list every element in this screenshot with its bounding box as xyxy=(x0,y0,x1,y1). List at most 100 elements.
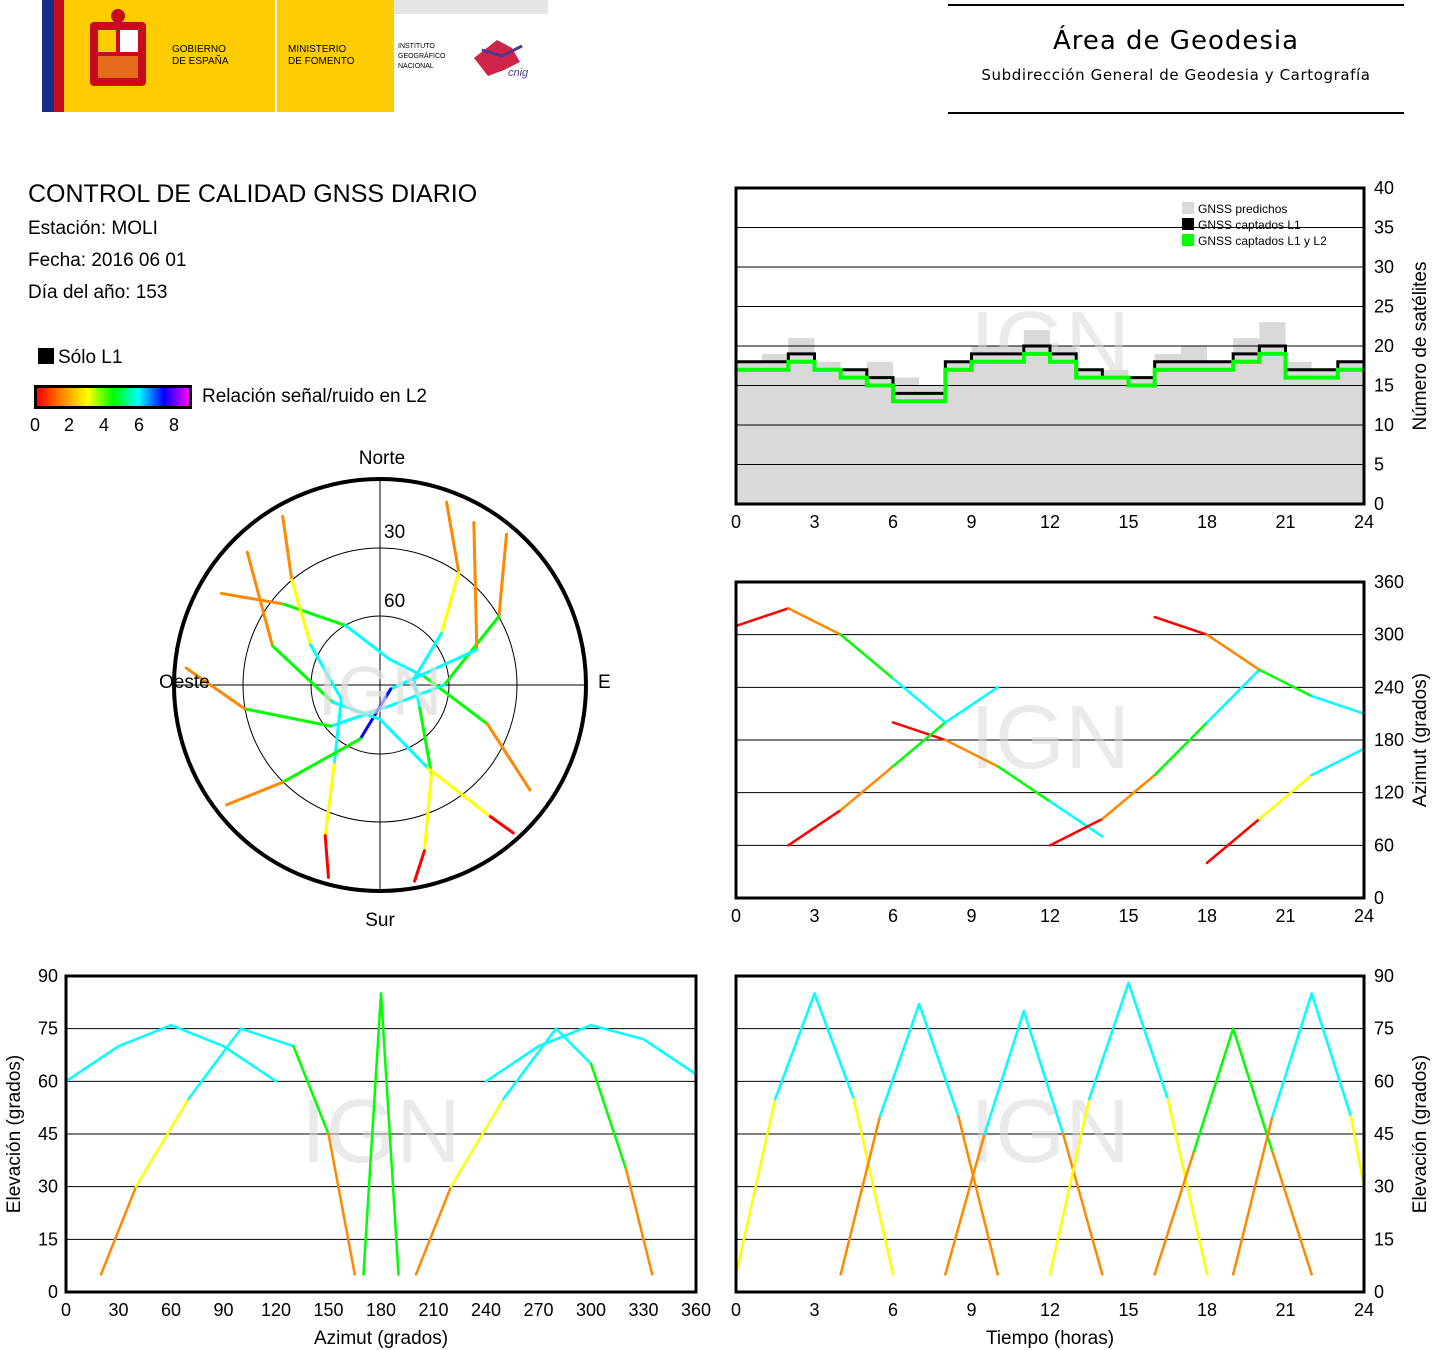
y-tick-label: 30 xyxy=(1374,1177,1394,1197)
track-segment xyxy=(362,992,383,1276)
legend-swatch xyxy=(1182,202,1194,214)
sky-track-segment xyxy=(344,624,391,661)
sky-track-segment xyxy=(445,500,461,575)
y-axis-label: Número de satélites xyxy=(1410,262,1431,431)
sky-track-segment xyxy=(243,707,333,728)
x-tick-label: 18 xyxy=(1197,512,1217,532)
sky-track-segment xyxy=(439,571,461,636)
y-tick-label: 360 xyxy=(1374,572,1404,592)
track-segment xyxy=(1271,992,1313,1118)
y-tick-label: 15 xyxy=(1374,1229,1394,1249)
y-tick-label: 30 xyxy=(1374,257,1394,277)
area-subtitle: Subdirección General de Geodesia y Carto… xyxy=(981,66,1371,84)
x-tick-label: 3 xyxy=(809,906,819,926)
sky-track-segment xyxy=(387,657,427,679)
track-segment xyxy=(1310,694,1366,715)
sky-track-segment xyxy=(219,591,286,606)
snr-tick: 6 xyxy=(134,415,145,435)
direction-west: Oeste xyxy=(160,672,210,693)
x-tick-label: 21 xyxy=(1275,1300,1295,1320)
track-segment xyxy=(1192,1027,1235,1153)
area-title: Área de Geodesia xyxy=(1052,26,1300,56)
track-segment xyxy=(1088,981,1130,1101)
x-tick-label: 9 xyxy=(966,512,976,532)
direction-south: Sur xyxy=(365,910,395,930)
x-tick-label: 0 xyxy=(731,906,741,926)
x-tick-label: 330 xyxy=(628,1300,658,1320)
skyplot-ring-label-60: 60 xyxy=(384,591,405,612)
logo-gobierno-line2: DE ESPAÑA xyxy=(172,54,229,67)
track-segment xyxy=(1153,1150,1196,1276)
watermark-ign: IGN xyxy=(970,688,1130,788)
watermark-ign: IGN xyxy=(318,652,442,730)
sky-track-segment xyxy=(378,717,430,770)
logo-gobierno-line1: GOBIERNO xyxy=(172,44,226,55)
x-tick-label: 24 xyxy=(1354,906,1374,926)
track-segment xyxy=(169,1023,225,1048)
track-segment xyxy=(327,1132,356,1276)
track-segment xyxy=(983,1009,1026,1136)
track-segment xyxy=(642,1037,698,1076)
y-tick-label: 180 xyxy=(1374,730,1404,750)
report-title: CONTROL DE CALIDAD GNSS DIARIO xyxy=(28,180,478,208)
legend-label: GNSS predichos xyxy=(1198,202,1287,216)
y-tick-label: 35 xyxy=(1374,218,1394,238)
sky-track-segment xyxy=(412,677,422,710)
sky-track-segment xyxy=(290,578,313,647)
y-axis-label: Elevación (grados) xyxy=(1410,1055,1431,1213)
sky-track-segment xyxy=(423,675,490,726)
y-tick-label: 300 xyxy=(1374,625,1404,645)
track-segment xyxy=(589,1023,645,1041)
track-segment xyxy=(787,808,842,847)
sky-track-segment xyxy=(412,632,443,681)
x-tick-label: 120 xyxy=(261,1300,291,1320)
doy-label: Día del año: 153 xyxy=(28,282,168,303)
track-segment xyxy=(1048,800,1104,838)
plot-frame xyxy=(64,974,698,1294)
track-segment xyxy=(484,1044,540,1083)
track-segment xyxy=(292,1044,330,1136)
snr-colorbar-label: Relación señal/ruido en L2 xyxy=(202,386,427,407)
x-tick-label: 12 xyxy=(1040,1300,1060,1320)
track-segment xyxy=(1310,747,1366,777)
track-segment xyxy=(222,1044,278,1083)
track-segment xyxy=(1349,1115,1366,1188)
series-line xyxy=(736,344,1364,395)
track-segment xyxy=(1231,1115,1274,1276)
snr-colorbar xyxy=(34,385,192,409)
skyplot-chart: IGN 30 60 Norte Sur Este Oeste xyxy=(160,448,610,930)
sky-track-segment xyxy=(486,722,532,792)
x-tick-label: 15 xyxy=(1118,906,1138,926)
sky-track-segment xyxy=(225,780,285,807)
station-label: Estación: MOLI xyxy=(28,218,158,239)
y-tick-label: 0 xyxy=(1374,888,1384,908)
track-segment xyxy=(944,738,999,768)
x-tick-label: 90 xyxy=(213,1300,233,1320)
x-tick-label: 180 xyxy=(366,1300,396,1320)
track-segment xyxy=(813,992,855,1101)
y-tick-label: 60 xyxy=(1374,1071,1394,1091)
track-segment xyxy=(449,1097,505,1188)
y-tick-label: 75 xyxy=(1374,1019,1394,1039)
track-segment xyxy=(944,686,999,724)
y-tick-label: 20 xyxy=(1374,336,1394,356)
sky-track-segment xyxy=(323,834,330,879)
x-axis-label: Azimut (grados) xyxy=(314,1328,448,1349)
track-segment xyxy=(1205,633,1261,672)
track-segment xyxy=(957,1115,999,1276)
y-tick-label: 15 xyxy=(1374,376,1394,396)
track-segment xyxy=(1258,668,1313,698)
track-segment xyxy=(1310,992,1353,1118)
sky-track-segment xyxy=(472,520,479,652)
y-tick-label: 15 xyxy=(38,1229,58,1249)
sky-track-segment xyxy=(422,772,433,853)
cnig-logo-icon: cnig xyxy=(474,40,529,79)
y-tick-label: 90 xyxy=(1374,966,1394,986)
track-segment xyxy=(734,607,790,628)
track-segment xyxy=(1101,773,1156,821)
elevation-azimuth-chart: IGN 0 30 60 90 120 150 180 210 240 270 300 330 360 0 15… xyxy=(4,966,711,1349)
track-segment xyxy=(996,765,1052,803)
logo-instituto-line3: NACIONAL xyxy=(398,63,434,70)
x-tick-label: 9 xyxy=(966,1300,976,1320)
